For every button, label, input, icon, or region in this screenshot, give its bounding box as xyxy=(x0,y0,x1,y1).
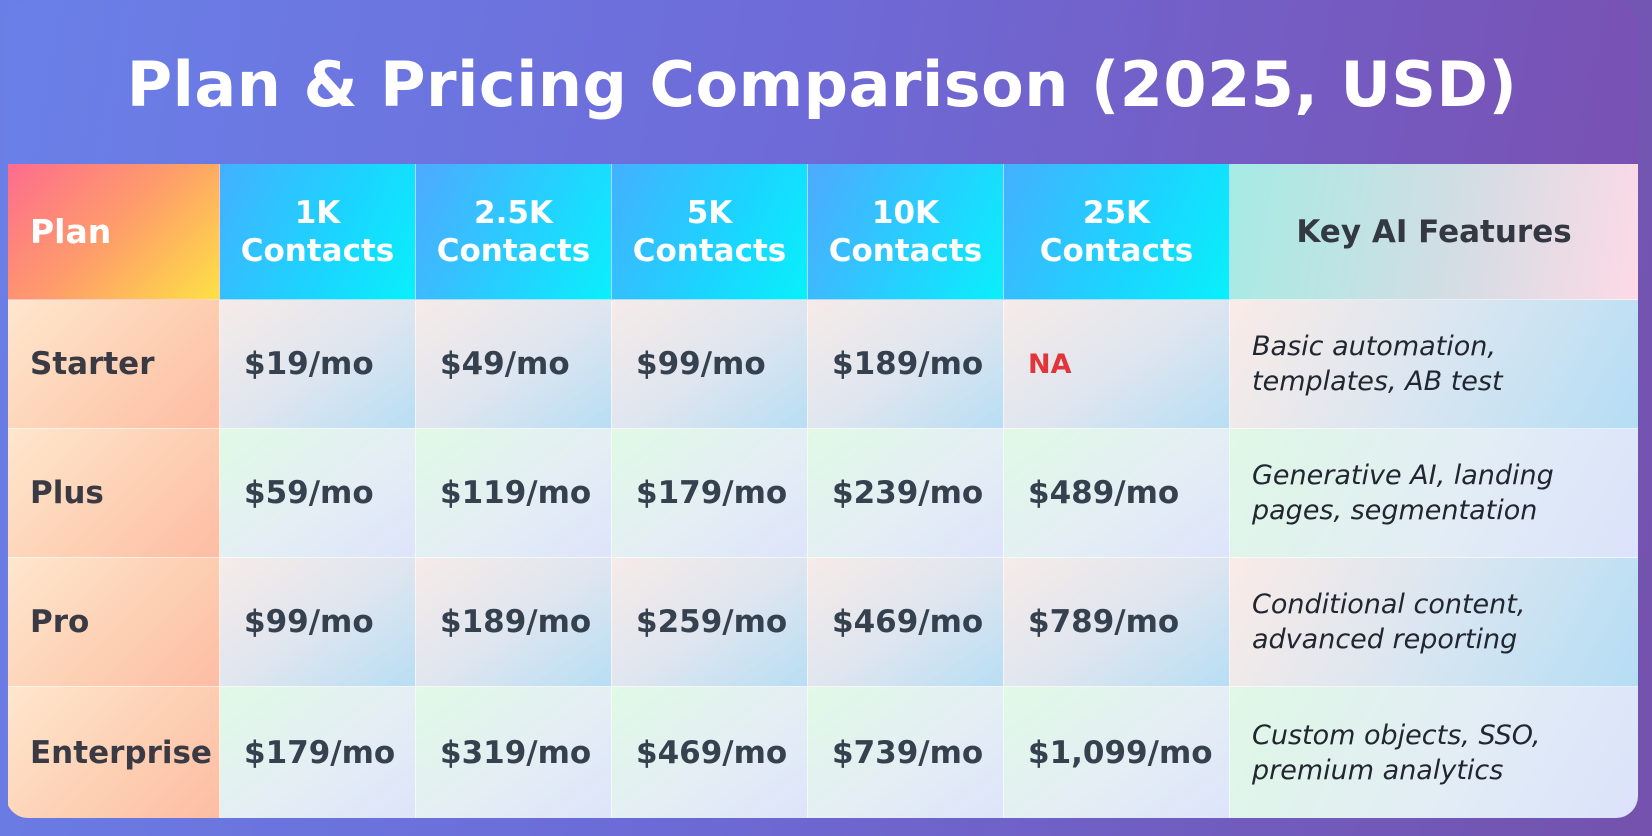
header-key-ai-features: Key AI Features xyxy=(1230,164,1638,300)
header-2-5k-contacts: 2.5K Contacts xyxy=(416,164,612,300)
price-cell: $99/mo xyxy=(220,558,416,687)
plan-name-enterprise: Enterprise xyxy=(8,687,220,818)
price-cell: $49/mo xyxy=(416,300,612,429)
plan-name-starter: Starter xyxy=(8,300,220,429)
price-cell: $189/mo xyxy=(416,558,612,687)
price-cell: $119/mo xyxy=(416,429,612,558)
price-cell: $1,099/mo xyxy=(1004,687,1230,818)
price-cell: $59/mo xyxy=(220,429,416,558)
header-10k-contacts: 10K Contacts xyxy=(808,164,1004,300)
price-cell: $789/mo xyxy=(1004,558,1230,687)
header-plan: Plan xyxy=(8,164,220,300)
price-cell: $189/mo xyxy=(808,300,1004,429)
price-cell: $179/mo xyxy=(220,687,416,818)
header-1k-contacts: 1K Contacts xyxy=(220,164,416,300)
features-cell: Conditional content, advanced reporting xyxy=(1230,558,1638,687)
plan-name-plus: Plus xyxy=(8,429,220,558)
features-cell: Custom objects, SSO, premium analytics xyxy=(1230,687,1638,818)
price-cell: $259/mo xyxy=(612,558,808,687)
price-cell: $469/mo xyxy=(808,558,1004,687)
price-cell: $179/mo xyxy=(612,429,808,558)
price-cell: $489/mo xyxy=(1004,429,1230,558)
price-cell: $239/mo xyxy=(808,429,1004,558)
price-cell: $99/mo xyxy=(612,300,808,429)
price-cell: $319/mo xyxy=(416,687,612,818)
header-5k-contacts: 5K Contacts xyxy=(612,164,808,300)
plan-name-pro: Pro xyxy=(8,558,220,687)
price-cell: $19/mo xyxy=(220,300,416,429)
pricing-table: Plan 1K Contacts 2.5K Contacts 5K Contac… xyxy=(8,164,1638,818)
pricing-card: Plan & Pricing Comparison (2025, USD) Pl… xyxy=(6,0,1638,818)
header-25k-contacts: 25K Contacts xyxy=(1004,164,1230,300)
price-cell: $469/mo xyxy=(612,687,808,818)
page-title: Plan & Pricing Comparison (2025, USD) xyxy=(126,47,1518,121)
price-cell-na: NA xyxy=(1004,300,1230,429)
features-cell: Basic automation, templates, AB test xyxy=(1230,300,1638,429)
features-cell: Generative AI, landing pages, segmentati… xyxy=(1230,429,1638,558)
price-cell: $739/mo xyxy=(808,687,1004,818)
